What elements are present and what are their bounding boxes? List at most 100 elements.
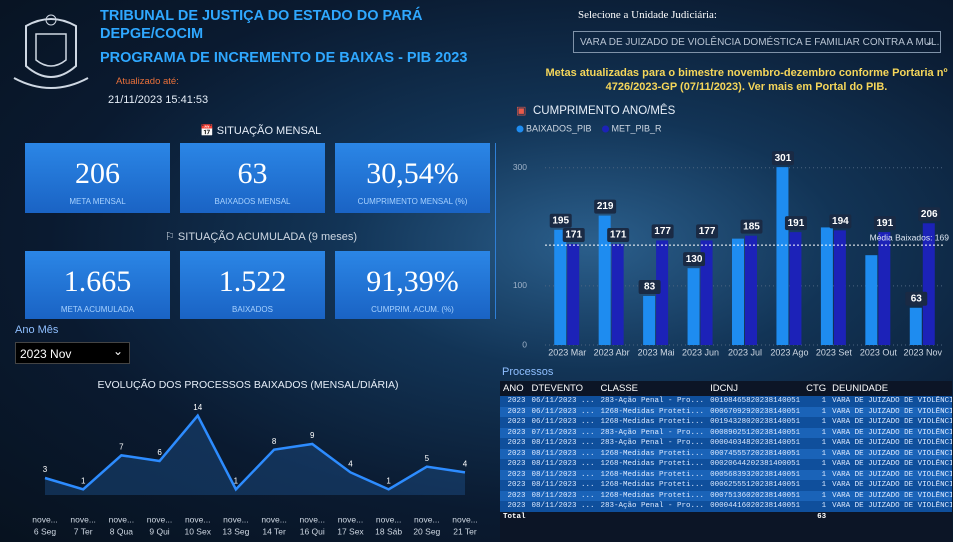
table-cell: VARA DE JUIZADO DE VIOLÊNCIA — [832, 481, 952, 490]
data-label: 171 — [565, 230, 582, 241]
portal-link[interactable]: Portal do PIB — [815, 81, 885, 93]
table-header: ANO DTEVENTO CLASSE IDCNJ CTG DEUNIDADE — [500, 381, 952, 396]
bar — [611, 243, 624, 345]
data-label: 177 — [654, 226, 671, 237]
period-label: Ano Mês — [15, 324, 59, 336]
table-cell: 06/11/2023 ... — [531, 397, 595, 406]
table-cell: 1 — [821, 460, 827, 469]
table-cell: 2023 — [507, 418, 526, 427]
x-tick-label: 17 Sex — [337, 526, 364, 536]
x-tick-label: nove... — [261, 514, 287, 524]
line-area — [45, 415, 465, 495]
data-label: 14 — [193, 403, 202, 412]
data-label: 83 — [644, 282, 656, 293]
program-title: PROGRAMA DE INCREMENTO DE BAIXAS - PIB 2… — [100, 50, 468, 66]
data-label-bg — [562, 227, 585, 242]
x-tick-label: nove... — [300, 514, 326, 524]
bar — [700, 240, 713, 345]
table-cell: 283-Ação Penal - Pro... — [600, 397, 705, 406]
data-label: 219 — [597, 201, 614, 212]
table-cell: 1 — [821, 491, 827, 500]
table-row: 2023 08/11/2023 ... 1268-Medidas Proteti..… — [500, 448, 952, 459]
dropdown-arrow: ⌄ — [112, 344, 123, 358]
x-tick-label: 16 Qui — [300, 526, 325, 536]
bar — [745, 235, 757, 345]
x-tick-label: 2023 Mar — [548, 347, 586, 357]
data-label: 130 — [686, 254, 703, 265]
bar — [789, 232, 802, 345]
data-label-bg — [638, 279, 661, 294]
accumulated-title-text: SITUAÇÃO ACUMULADA (9 meses) — [177, 231, 358, 243]
x-tick-label: 9 Qui — [149, 526, 169, 536]
kpi-card: 1.665 META ACUMULADA — [25, 251, 170, 319]
table-cell: 2023 — [507, 481, 526, 490]
table-cell: 08/11/2023 ... — [531, 470, 595, 479]
bar — [656, 240, 669, 345]
data-label: 194 — [832, 216, 849, 227]
table-cell: VARA DE JUIZADO DE VIOLÊNCIA — [832, 397, 952, 406]
table-cell: 1268-Medidas Proteti... — [600, 418, 705, 427]
table-cell: 2023 — [507, 460, 526, 469]
accumulated-title: ⚐ SITUAÇÃO ACUMULADA (9 meses) — [165, 231, 358, 243]
table-row: 2023 08/11/2023 ... 1268-Medidas Proteti..… — [500, 490, 952, 501]
table-cell: 2023 — [507, 470, 526, 479]
x-tick-label: nove... — [185, 514, 211, 524]
data-label-bg — [683, 252, 706, 267]
notice-text: Metas atualizadas para o bimestre novemb… — [545, 67, 948, 93]
bar — [909, 307, 922, 345]
data-label: 195 — [552, 215, 569, 226]
period-value: 2023 Nov — [20, 347, 72, 361]
total-value: 63 — [817, 512, 827, 521]
data-label: 63 — [911, 293, 923, 304]
line-chart: EVOLUÇÃO DOS PROCESSOS BAIXADOS (MENSAL/… — [32, 378, 478, 536]
table-cell: 00067092920238140051 — [710, 407, 801, 416]
data-label-bg — [829, 214, 852, 229]
legend-label: MET_PIB_R — [612, 123, 663, 133]
data-label-bg — [873, 216, 896, 231]
process-table: ANO DTEVENTO CLASSE IDCNJ CTG DEUNIDADE 2023 06… — [500, 381, 952, 522]
table-cell: VARA DE JUIZADO DE VIOLÊNCIA — [832, 439, 952, 448]
kpi-label: BAIXADOS — [232, 305, 273, 314]
table-cell: VARA DE JUIZADO DE VIOLÊNCIA — [832, 502, 952, 511]
data-label: 206 — [921, 209, 938, 220]
table-cell: 283-Ação Penal - Pro... — [600, 439, 705, 448]
data-label: 4 — [348, 459, 353, 468]
data-label-bg — [594, 199, 617, 214]
column-header: ANO — [503, 383, 524, 394]
y-tick-label: 0 — [522, 339, 527, 349]
x-tick-label: 2023 Set — [816, 347, 853, 357]
table-cell: 1 — [821, 418, 827, 427]
table-cell: 08/11/2023 ... — [531, 502, 595, 511]
kpi-value: 206 — [75, 157, 120, 190]
data-label: 9 — [310, 431, 315, 440]
table-cell: 00056839320238140051 — [710, 470, 801, 479]
bar — [598, 215, 611, 345]
table-cell: VARA DE JUIZADO DE VIOLÊNCIA — [832, 491, 952, 500]
table-cell: 1268-Medidas Proteti... — [600, 491, 705, 500]
table-cell: 1 — [821, 397, 827, 406]
data-label: 1 — [81, 476, 86, 485]
table-cell: 1 — [821, 481, 827, 490]
period-dropdown[interactable]: 2023 Nov ⌄ — [15, 342, 130, 364]
x-tick-label: 13 Seg — [222, 526, 249, 536]
bar — [687, 268, 700, 345]
table-row: 2023 08/11/2023 ... 283-Ação Penal - Pro..… — [500, 501, 952, 512]
bar — [554, 229, 567, 345]
chart-title: EVOLUÇÃO DOS PROCESSOS BAIXADOS (MENSAL/… — [97, 378, 398, 391]
data-label: 7 — [119, 442, 124, 451]
table-cell: 1 — [821, 449, 827, 458]
table-row: 2023 08/11/2023 ... 1268-Medidas Proteti..… — [500, 469, 952, 480]
kpi-value: 63 — [237, 157, 268, 190]
table-row: 2023 06/11/2023 ... 283-Ação Penal - Pro..… — [500, 396, 952, 407]
unit-dropdown[interactable]: VARA DE JUIZADO DE VIOLÊNCIA DOMÉSTICA E… — [573, 31, 941, 53]
data-label: 191 — [788, 218, 805, 229]
table-cell: 00062555120238140051 — [710, 481, 801, 490]
data-label-bg — [905, 291, 928, 306]
table-cell: 2023 — [507, 491, 526, 500]
kpi-value: 1.522 — [218, 265, 287, 298]
table-cell: VARA DE JUIZADO DE VIOLÊNCIA — [832, 460, 952, 469]
data-label: 3 — [43, 465, 48, 474]
table-cell: 1268-Medidas Proteti... — [600, 460, 705, 469]
bar — [776, 167, 789, 345]
kpi-label: BAIXADOS MENSAL — [214, 197, 291, 206]
